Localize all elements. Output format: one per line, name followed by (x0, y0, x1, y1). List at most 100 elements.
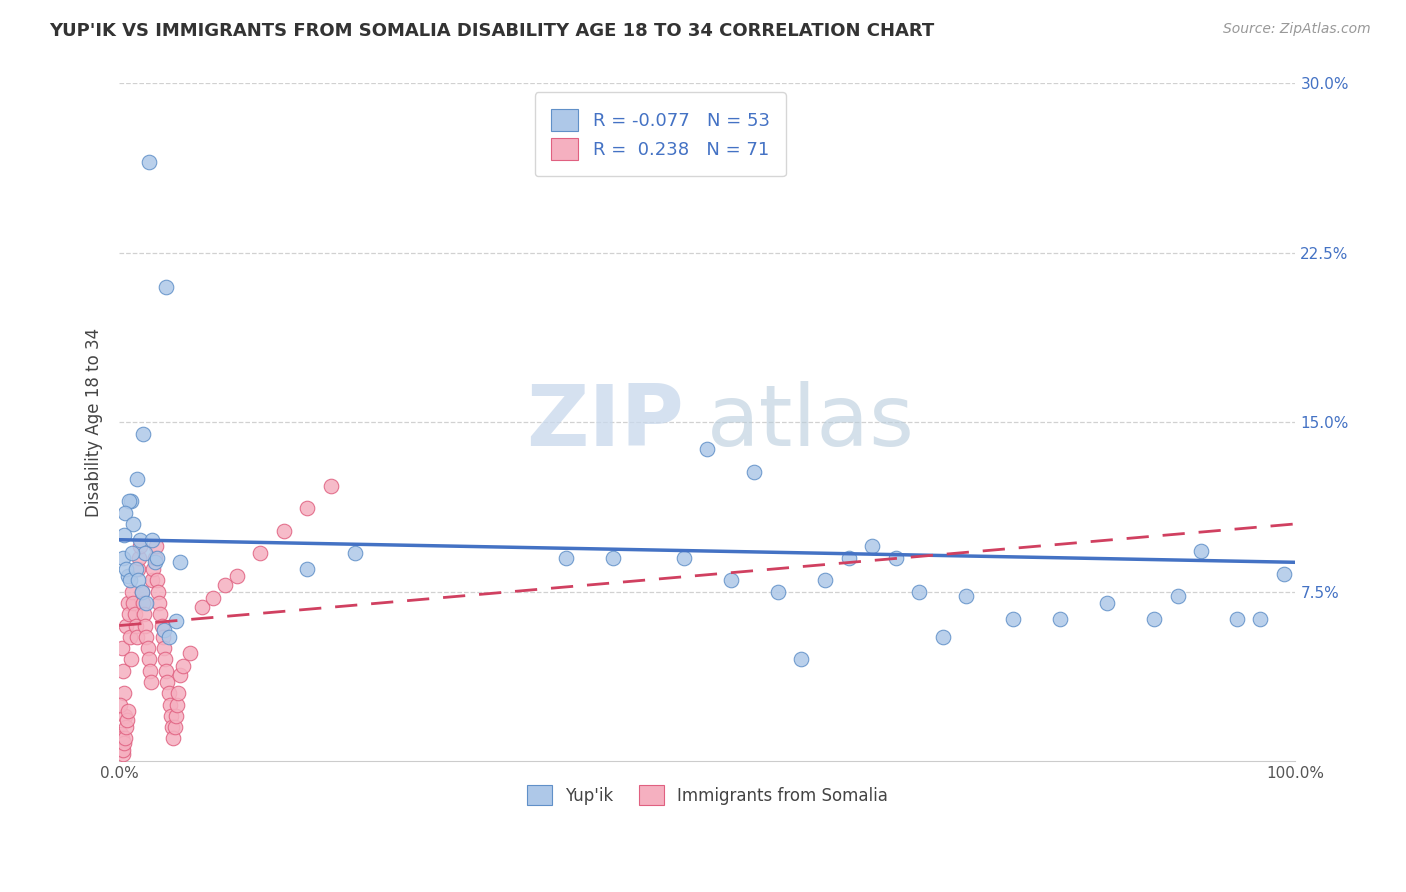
Point (908, 584, 931, 599)
Point (169, 668, 191, 682)
Point (148, 596, 170, 610)
Point (931, 630, 953, 644)
Point (143, 550, 166, 565)
Point (160, 709, 183, 723)
Point (165, 709, 187, 723)
Point (143, 555, 166, 569)
Point (112, 528, 135, 542)
Point (134, 546, 156, 560)
Point (138, 652, 160, 666)
Point (118, 630, 141, 644)
Point (110, 727, 132, 741)
Point (1226, 612, 1249, 626)
Point (129, 540, 152, 554)
Point (150, 618, 173, 632)
Point (146, 574, 169, 588)
Point (142, 562, 165, 576)
Point (146, 584, 169, 599)
Text: YUP'IK VS IMMIGRANTS FROM SOMALIA DISABILITY AGE 18 TO 34 CORRELATION CHART: YUP'IK VS IMMIGRANTS FROM SOMALIA DISABI… (49, 22, 935, 40)
Point (112, 743, 135, 757)
Point (1167, 589, 1189, 603)
Point (1002, 612, 1025, 626)
Point (118, 494, 141, 508)
Point (744, 465, 766, 479)
Point (139, 675, 162, 690)
Point (766, 584, 789, 599)
Point (117, 569, 139, 583)
Point (152, 630, 174, 644)
Point (297, 562, 319, 576)
Point (125, 562, 148, 576)
Point (124, 607, 146, 622)
Point (225, 569, 247, 583)
Point (127, 562, 149, 576)
Point (159, 698, 181, 712)
Point (696, 442, 718, 457)
Point (132, 596, 155, 610)
Point (135, 596, 157, 610)
Point (145, 540, 167, 554)
Point (114, 506, 136, 520)
Point (555, 550, 578, 565)
Point (162, 731, 184, 746)
Point (118, 574, 141, 588)
Point (129, 533, 152, 547)
Point (141, 574, 163, 588)
Point (884, 550, 907, 565)
Point (163, 720, 186, 734)
Point (1272, 566, 1295, 581)
Point (112, 736, 135, 750)
Point (125, 618, 148, 632)
Point (214, 578, 236, 592)
Point (131, 584, 153, 599)
Point (115, 562, 138, 576)
Point (153, 652, 176, 666)
Point (114, 731, 136, 746)
Point (115, 714, 138, 728)
Point (790, 652, 813, 666)
Point (125, 630, 148, 644)
Point (166, 698, 188, 712)
Point (273, 524, 295, 538)
Point (111, 743, 134, 757)
Point (121, 584, 143, 599)
Point (135, 630, 157, 644)
Point (121, 546, 143, 560)
Point (720, 574, 742, 588)
Point (125, 472, 148, 486)
Text: atlas: atlas (707, 381, 915, 464)
Point (955, 589, 977, 603)
Point (156, 675, 179, 690)
Point (146, 550, 169, 565)
Point (157, 686, 180, 700)
Point (165, 614, 187, 628)
Point (672, 550, 695, 565)
Point (1049, 612, 1071, 626)
Point (179, 646, 201, 660)
Point (138, 155, 160, 169)
Point (127, 574, 149, 588)
Point (319, 478, 342, 492)
Y-axis label: Disability Age 18 to 34: Disability Age 18 to 34 (86, 327, 103, 516)
Point (155, 279, 177, 293)
Point (122, 516, 145, 531)
Point (153, 623, 176, 637)
Point (153, 641, 176, 656)
Point (167, 686, 190, 700)
Point (132, 426, 155, 441)
Point (120, 652, 142, 666)
Point (132, 607, 155, 622)
Point (111, 731, 134, 746)
Point (141, 533, 163, 547)
Point (155, 664, 177, 678)
Point (131, 584, 153, 599)
Point (202, 591, 225, 606)
Point (814, 574, 837, 588)
Point (1189, 544, 1212, 558)
Point (114, 720, 136, 734)
Point (112, 686, 135, 700)
Point (172, 659, 194, 673)
Point (343, 546, 366, 560)
Point (139, 664, 162, 678)
Point (115, 618, 138, 632)
